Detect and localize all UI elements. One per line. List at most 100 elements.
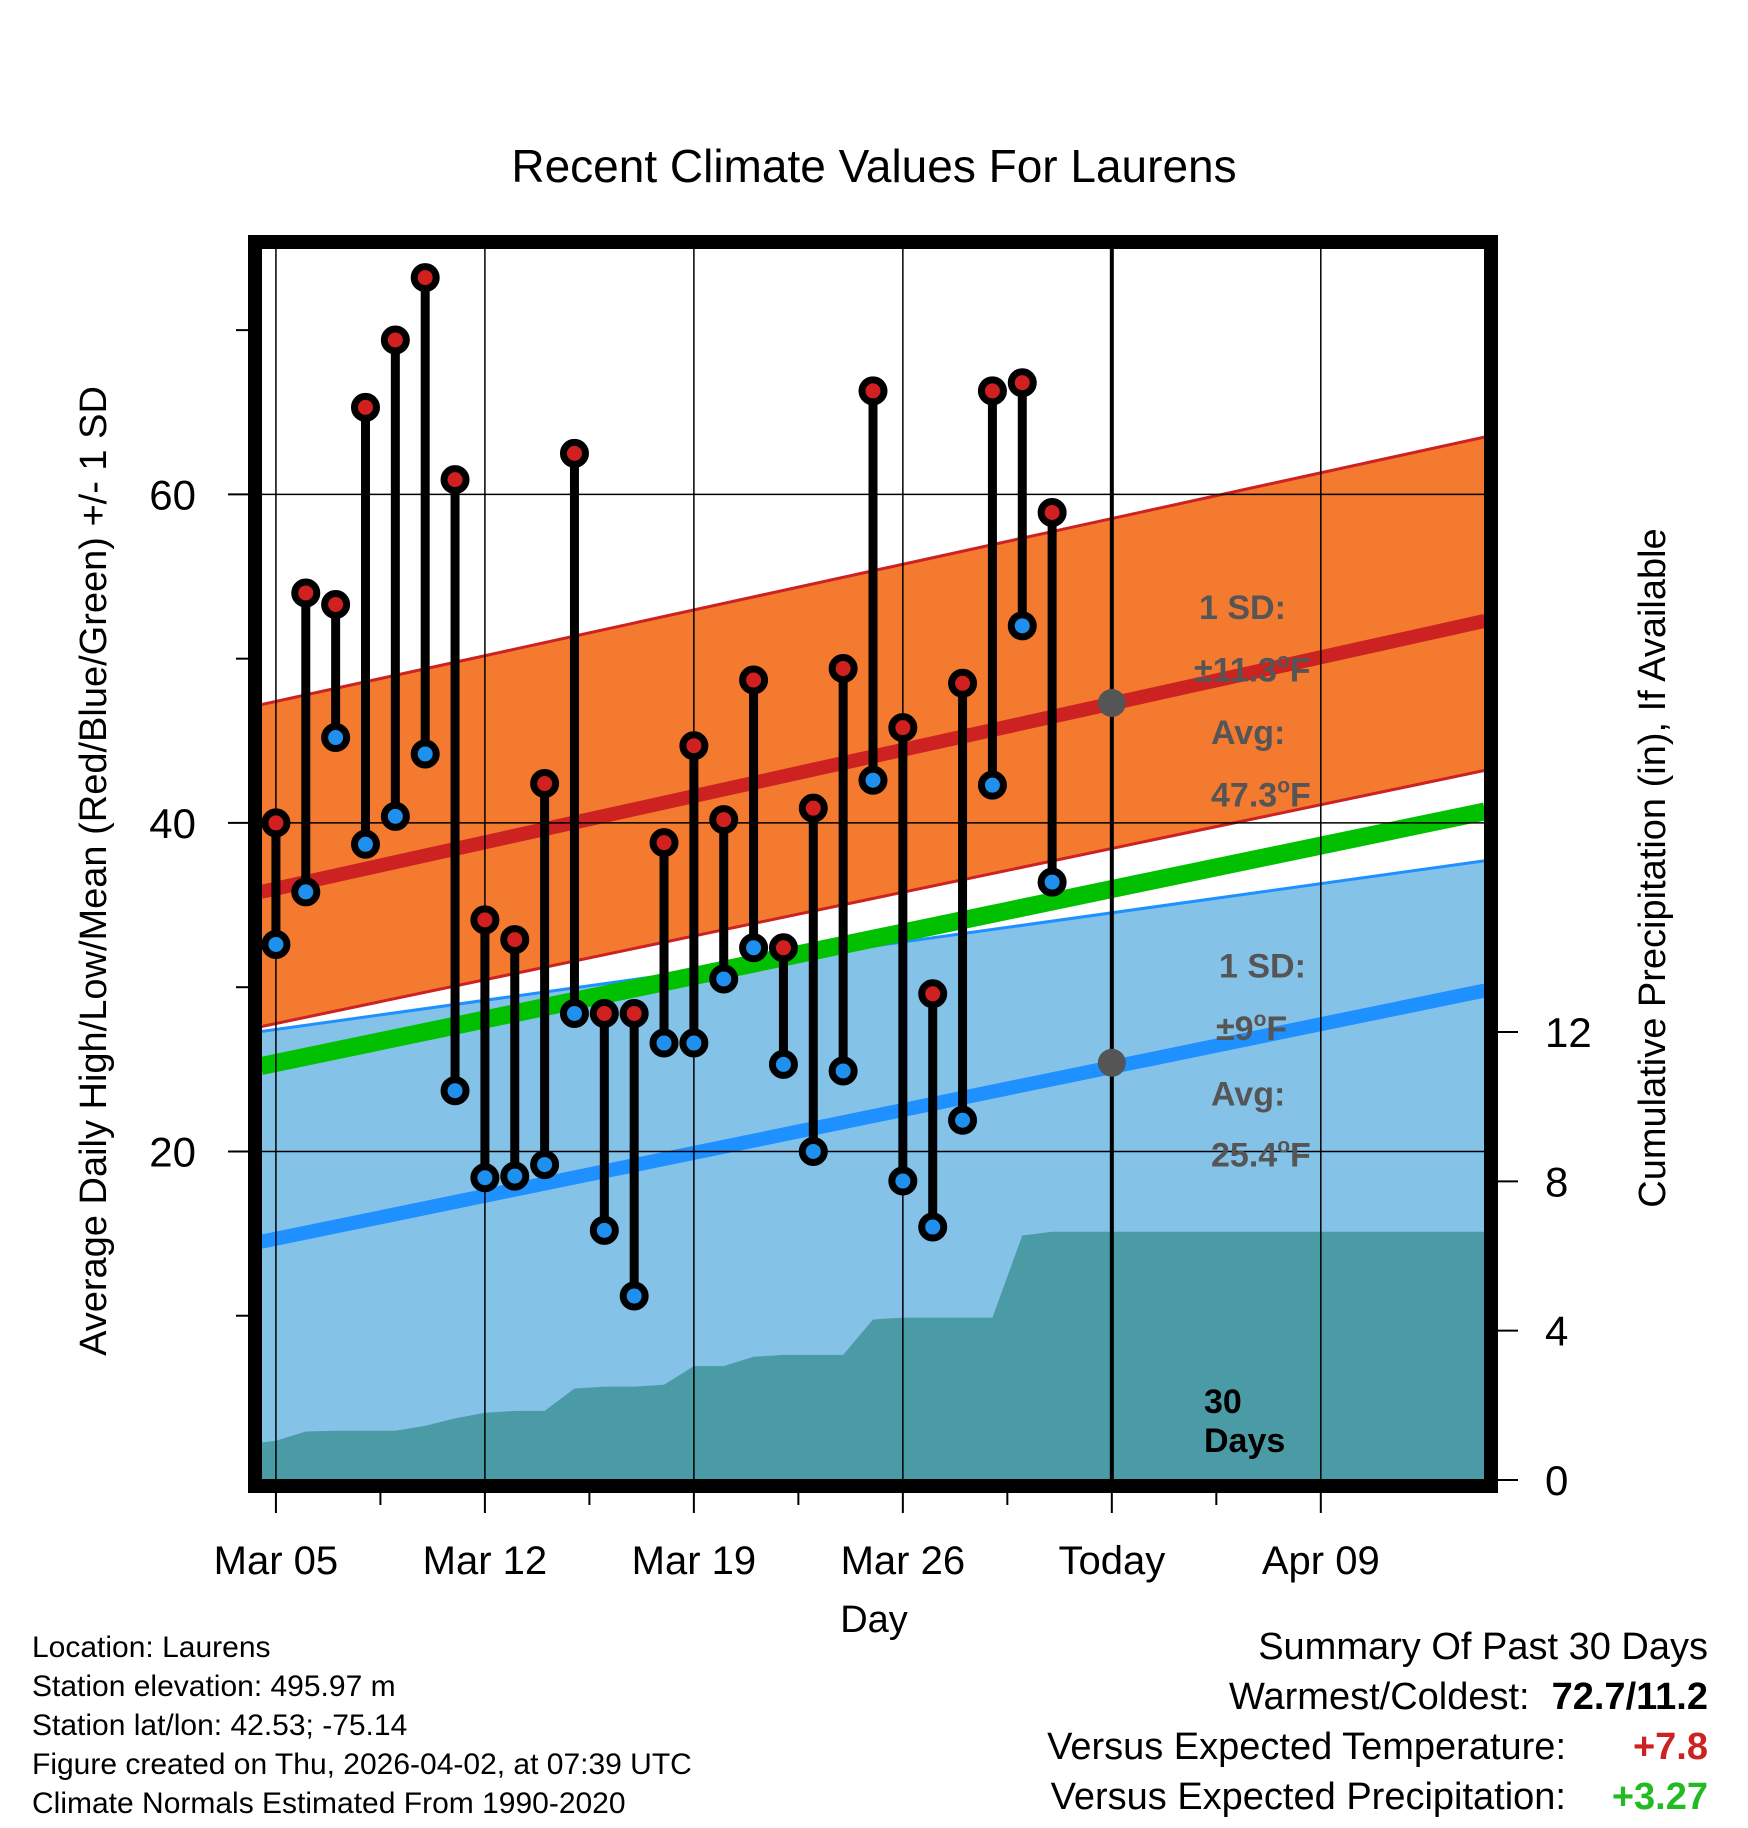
daily-low-point <box>948 1105 978 1135</box>
daily-low-point <box>380 801 410 831</box>
daily-high-point <box>291 578 321 608</box>
high-sd-title: 1 SD: <box>1199 589 1286 627</box>
daily-high-point <box>470 905 500 935</box>
daily-high-point <box>589 998 619 1028</box>
precip-value: +3.27 <box>1611 1776 1708 1818</box>
daily-low-point <box>798 1136 828 1166</box>
daily-high-point <box>175 914 197 936</box>
low-avg-value-number: 25.4 <box>1211 1136 1277 1174</box>
temp-label: Versus Expected Temperature: <box>1047 1726 1566 1768</box>
created-text: Figure created on Thu, 2026-04-02, at 07… <box>32 1748 692 1781</box>
y-right-tick-label: 0 <box>1545 1457 1568 1504</box>
elevation-text: Station elevation: 495.97 m <box>32 1670 396 1703</box>
low-avg-value-degree: o <box>1277 1134 1290 1157</box>
daily-low-point <box>291 877 321 907</box>
high-sd-value: ±11.3oF <box>1194 650 1311 690</box>
summary-temp: Versus Expected Temperature: +7.8 <box>1047 1722 1708 1772</box>
high-sd-value-number: ±11.3 <box>1194 652 1277 690</box>
daily-high-point <box>977 376 1007 406</box>
x-tick-label: Mar 05 <box>214 1539 339 1583</box>
daily-low-point <box>559 998 589 1028</box>
daily-low-point <box>470 1163 500 1193</box>
daily-high-point <box>440 465 470 495</box>
summary-precip: Versus Expected Precipitation: +3.27 <box>1047 1772 1708 1822</box>
daily-low-point <box>530 1150 560 1180</box>
low-sd-value-unit: F <box>1266 1010 1287 1048</box>
plot-area <box>175 248 1485 1480</box>
summary-title: Summary Of Past 30 Days <box>1258 1626 1708 1668</box>
high-avg-value: 47.3oF <box>1211 775 1311 815</box>
mean-normal-line <box>261 802 1485 1075</box>
daily-low-point <box>1007 611 1037 641</box>
daily-low-point <box>918 1212 948 1242</box>
y-axis-left-label: Average Daily High/Low/Mean (Red/Blue/Gr… <box>73 386 115 1356</box>
daily-high-point <box>679 731 709 761</box>
x-tick-label: Today <box>1058 1539 1165 1583</box>
today-avg-high-marker <box>1097 689 1126 718</box>
temp-value: +7.8 <box>1632 1726 1708 1768</box>
low-sd-value-number: ±9 <box>1216 1010 1254 1048</box>
daily-high-point <box>619 998 649 1028</box>
x-tick-label: Mar 19 <box>632 1539 757 1583</box>
low-avg-value-unit: F <box>1290 1136 1311 1174</box>
daily-low-point <box>888 1166 918 1196</box>
daily-low-point <box>1037 867 1067 897</box>
daily-low-point <box>500 1161 530 1191</box>
summary-panel: Summary Of Past 30 Days Warmest/Coldest:… <box>1047 1622 1708 1822</box>
daily-high-point <box>828 654 858 684</box>
chart-title: Recent Climate Values For Laurens <box>511 140 1236 192</box>
today-avg-low-marker <box>1097 1048 1126 1077</box>
daily-low-point <box>321 723 351 753</box>
daily-high-point <box>500 925 530 955</box>
daily-low-point <box>649 1028 679 1058</box>
daily-high-point <box>380 325 410 355</box>
location-text: Location: Laurens <box>32 1631 271 1664</box>
warm-cold-label: Warmest/Coldest: <box>1229 1676 1530 1718</box>
daily-low-point <box>440 1076 470 1106</box>
daily-high-point <box>530 769 560 799</box>
y-right-tick-label: 4 <box>1545 1308 1568 1355</box>
daily-high-point <box>649 828 679 858</box>
daily-high-point <box>798 793 828 823</box>
daily-high-point <box>321 589 351 619</box>
daily-high-point <box>350 392 380 422</box>
daily-low-point <box>739 933 769 963</box>
daily-low-point <box>828 1056 858 1086</box>
daily-high-point <box>768 933 798 963</box>
y-left-tick-label: 20 <box>149 1128 196 1175</box>
high-sd-value-degree: o <box>1277 650 1290 673</box>
daily-low-point <box>175 1182 197 1204</box>
daily-high-point <box>709 805 739 835</box>
warm-cold-value: 72.7/11.2 <box>1551 1676 1708 1718</box>
x-tick-label: Mar 12 <box>423 1539 548 1583</box>
x-tick-label: Mar 26 <box>841 1539 966 1583</box>
y-right-tick-label: 12 <box>1545 1009 1592 1056</box>
daily-low-point <box>350 829 380 859</box>
low-avg-title: Avg: <box>1211 1075 1285 1113</box>
days-word-label: Days <box>1204 1422 1285 1460</box>
low-normal-line <box>261 983 1485 1249</box>
daily-high-point <box>261 808 291 838</box>
latlon-text: Station lat/lon: 42.53; -75.14 <box>32 1709 408 1742</box>
high-avg-value-degree: o <box>1277 775 1290 798</box>
daily-high-point <box>410 263 440 293</box>
daily-high-point <box>888 713 918 743</box>
y-left-tick-label: 40 <box>149 800 196 847</box>
daily-low-point <box>977 770 1007 800</box>
high-avg-value-number: 47.3 <box>1211 777 1277 815</box>
daily-low-point <box>858 765 888 795</box>
summary-warm-cold: Warmest/Coldest: 72.7/11.2 <box>1047 1672 1708 1722</box>
daily-high-point <box>739 665 769 695</box>
daily-low-point <box>410 739 440 769</box>
daily-low-point <box>768 1049 798 1079</box>
daily-low-point <box>589 1215 619 1245</box>
normals-text: Climate Normals Estimated From 1990-2020 <box>32 1787 626 1820</box>
daily-low-point <box>205 981 227 1003</box>
daily-high-point <box>205 661 227 683</box>
daily-high-point <box>858 376 888 406</box>
low-avg-value: 25.4oF <box>1211 1134 1311 1174</box>
y-left-tick-label: 60 <box>149 471 196 518</box>
precip-label: Versus Expected Precipitation: <box>1050 1776 1566 1818</box>
daily-high-point <box>918 979 948 1009</box>
high-sd-value-unit: F <box>1290 652 1311 690</box>
